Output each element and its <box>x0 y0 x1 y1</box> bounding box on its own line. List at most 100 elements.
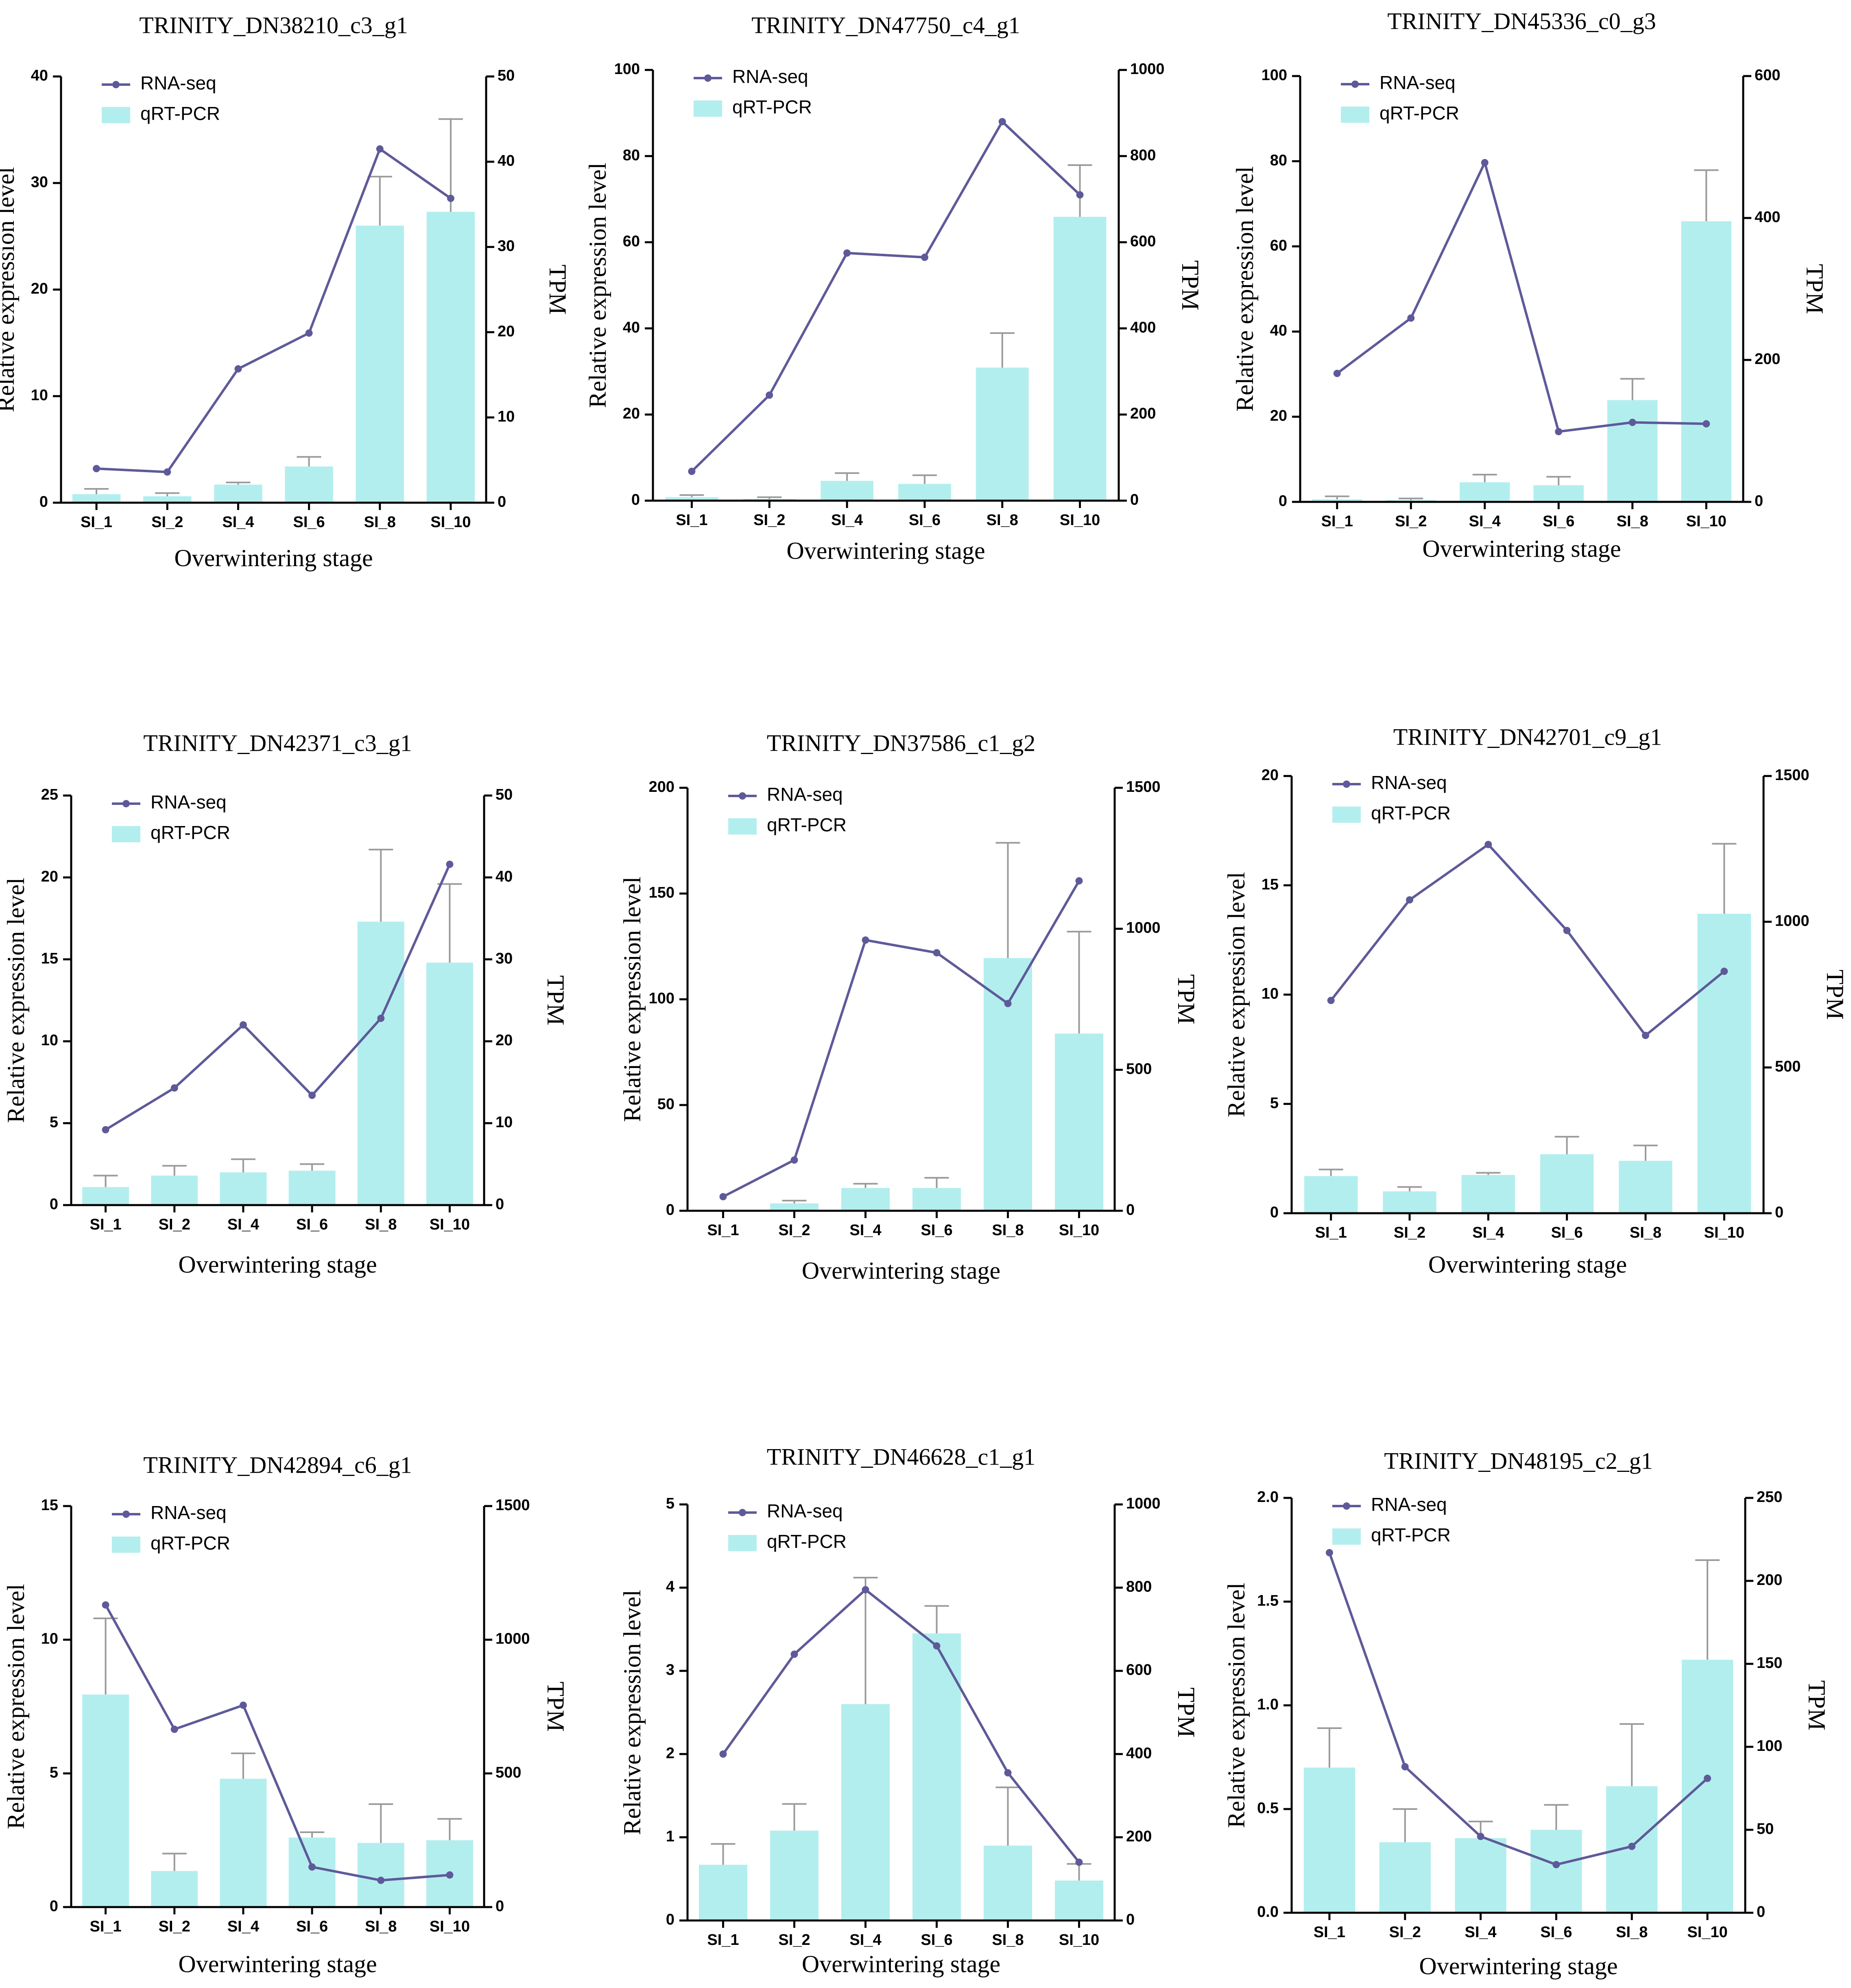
rna-seq-point-SI_6 <box>921 253 928 261</box>
x-axis-label: Overwintering stage <box>174 545 373 571</box>
bar-SI_1 <box>1304 1176 1358 1213</box>
bar-SI_6 <box>288 1838 336 1907</box>
right-tick-label: 200 <box>1757 1572 1782 1589</box>
rna-seq-point-SI_4 <box>1477 1833 1484 1840</box>
right-tick-label: 400 <box>1130 319 1156 336</box>
category-label-SI_1: SI_1 <box>1321 513 1353 530</box>
bar-SI_8 <box>1607 400 1658 502</box>
category-label-SI_1: SI_1 <box>1315 1224 1347 1241</box>
legend-rna-seq: RNA-seq <box>732 66 808 87</box>
category-label-SI_8: SI_8 <box>992 1931 1024 1949</box>
rna-seq-point-SI_1 <box>688 467 696 475</box>
category-label-SI_1: SI_1 <box>81 514 112 531</box>
left-tick-label: 5 <box>50 1764 58 1781</box>
right-tick-label: 250 <box>1757 1489 1782 1506</box>
chart-title: TRINITY_DN37586_c1_g2 <box>767 730 1035 756</box>
right-tick-label: 50 <box>498 67 515 84</box>
rna-seq-point-SI_4 <box>239 1021 247 1029</box>
bar-SI_6 <box>1540 1154 1594 1213</box>
left-tick-label: 5 <box>50 1114 58 1131</box>
rna-seq-point-SI_2 <box>170 1725 178 1733</box>
category-label-SI_2: SI_2 <box>159 1918 190 1935</box>
bar-SI_4 <box>1461 1175 1515 1213</box>
rna-seq-point-SI_4 <box>1481 159 1489 166</box>
category-label-SI_4: SI_4 <box>831 512 863 529</box>
bar-SI_8 <box>357 1843 404 1907</box>
category-label-SI_8: SI_8 <box>365 1216 397 1233</box>
category-label-SI_8: SI_8 <box>1616 1924 1648 1941</box>
bar-SI_10 <box>1053 217 1107 501</box>
rna-seq-line <box>1328 1552 1709 1866</box>
right-tick-label: 400 <box>1755 209 1780 226</box>
left-tick-label: 0 <box>50 1898 58 1915</box>
bar-SI_4 <box>841 1188 890 1211</box>
legend-rna-seq: RNA-seq <box>767 784 843 805</box>
right-tick-label: 0 <box>1126 1911 1135 1928</box>
rna-seq-point-SI_6 <box>933 949 941 957</box>
category-label-SI_2: SI_2 <box>778 1931 810 1949</box>
category-label-SI_2: SI_2 <box>151 514 183 531</box>
right-tick-label: 1500 <box>1775 767 1810 784</box>
left-tick-label: 15 <box>1262 876 1279 893</box>
left-tick-label: 0.5 <box>1257 1800 1279 1817</box>
legend-bar-swatch <box>1341 107 1369 123</box>
left-tick-label: 15 <box>41 950 58 967</box>
right-tick-label: 800 <box>1126 1578 1152 1596</box>
rna-seq-point-SI_4 <box>234 365 242 373</box>
category-label-SI_10: SI_10 <box>1687 1924 1727 1941</box>
chart-title: TRINITY_DN42371_c3_g1 <box>143 730 412 756</box>
y2-axis-label: TPM <box>1177 260 1204 310</box>
y-axis-label: Relative expression level <box>619 1590 646 1835</box>
left-tick-label: 10 <box>41 1032 58 1049</box>
category-label-SI_10: SI_10 <box>430 514 471 531</box>
right-tick-label: 200 <box>1130 405 1156 422</box>
legend-qrt-pcr: qRT-PCR <box>151 822 230 843</box>
rna-seq-point-SI_2 <box>1401 1763 1409 1770</box>
rna-seq-point-SI_1 <box>102 1126 109 1134</box>
y-axis-label: Relative expression level <box>2 878 29 1123</box>
right-tick-label: 500 <box>495 1764 521 1781</box>
rna-seq-point-SI_8 <box>1642 1031 1649 1039</box>
bar-SI_2 <box>1383 1191 1436 1213</box>
bar-SI_8 <box>1619 1161 1672 1213</box>
category-label-SI_6: SI_6 <box>1551 1224 1583 1241</box>
right-tick-label: 30 <box>495 950 513 967</box>
right-tick-label: 20 <box>498 323 515 340</box>
rna-seq-point-SI_2 <box>1406 896 1413 904</box>
left-tick-label: 1.5 <box>1257 1592 1279 1609</box>
bar-SI_4 <box>1460 482 1510 502</box>
y-axis-label: Relative expression level <box>619 876 646 1122</box>
legend-qrt-pcr: qRT-PCR <box>140 103 220 124</box>
category-label-SI_6: SI_6 <box>921 1222 952 1239</box>
bar-SI_1 <box>1312 499 1362 502</box>
left-tick-label: 25 <box>41 786 58 803</box>
left-tick-label: 10 <box>1262 985 1279 1003</box>
bar-SI_8 <box>984 1845 1032 1920</box>
bar-SI_8 <box>357 922 404 1205</box>
legend-qrt-pcr: qRT-PCR <box>151 1532 230 1554</box>
category-label-SI_2: SI_2 <box>778 1222 810 1239</box>
left-tick-label: 2.0 <box>1257 1489 1279 1506</box>
legend-qrt-pcr: qRT-PCR <box>1371 1524 1451 1545</box>
chart-title: TRINITY_DN47750_c4_g1 <box>751 12 1020 39</box>
right-tick-label: 0 <box>1755 493 1763 510</box>
right-tick-label: 200 <box>1755 351 1780 368</box>
category-label-SI_6: SI_6 <box>1543 513 1574 530</box>
right-tick-label: 1500 <box>1126 778 1161 796</box>
legend-qrt-pcr: qRT-PCR <box>767 1531 847 1552</box>
rna-seq-line <box>104 1604 450 1882</box>
rna-seq-point-SI_2 <box>790 1650 798 1658</box>
right-tick-label: 50 <box>495 786 513 803</box>
category-label-SI_1: SI_1 <box>676 512 707 529</box>
left-tick-label: 30 <box>31 174 48 191</box>
rna-seq-point-SI_6 <box>1563 926 1571 934</box>
legend-bar-swatch <box>694 100 722 117</box>
right-tick-label: 1000 <box>1126 1495 1161 1512</box>
legend-rna-seq: RNA-seq <box>151 1502 227 1523</box>
rna-seq-point-SI_10 <box>1704 1774 1711 1782</box>
rna-seq-point-SI_4 <box>239 1701 247 1709</box>
chart-title: TRINITY_DN42701_c9_g1 <box>1393 724 1662 750</box>
left-tick-label: 0 <box>666 1911 674 1928</box>
category-label-SI_8: SI_8 <box>987 512 1018 529</box>
legend-line-marker <box>739 792 746 800</box>
